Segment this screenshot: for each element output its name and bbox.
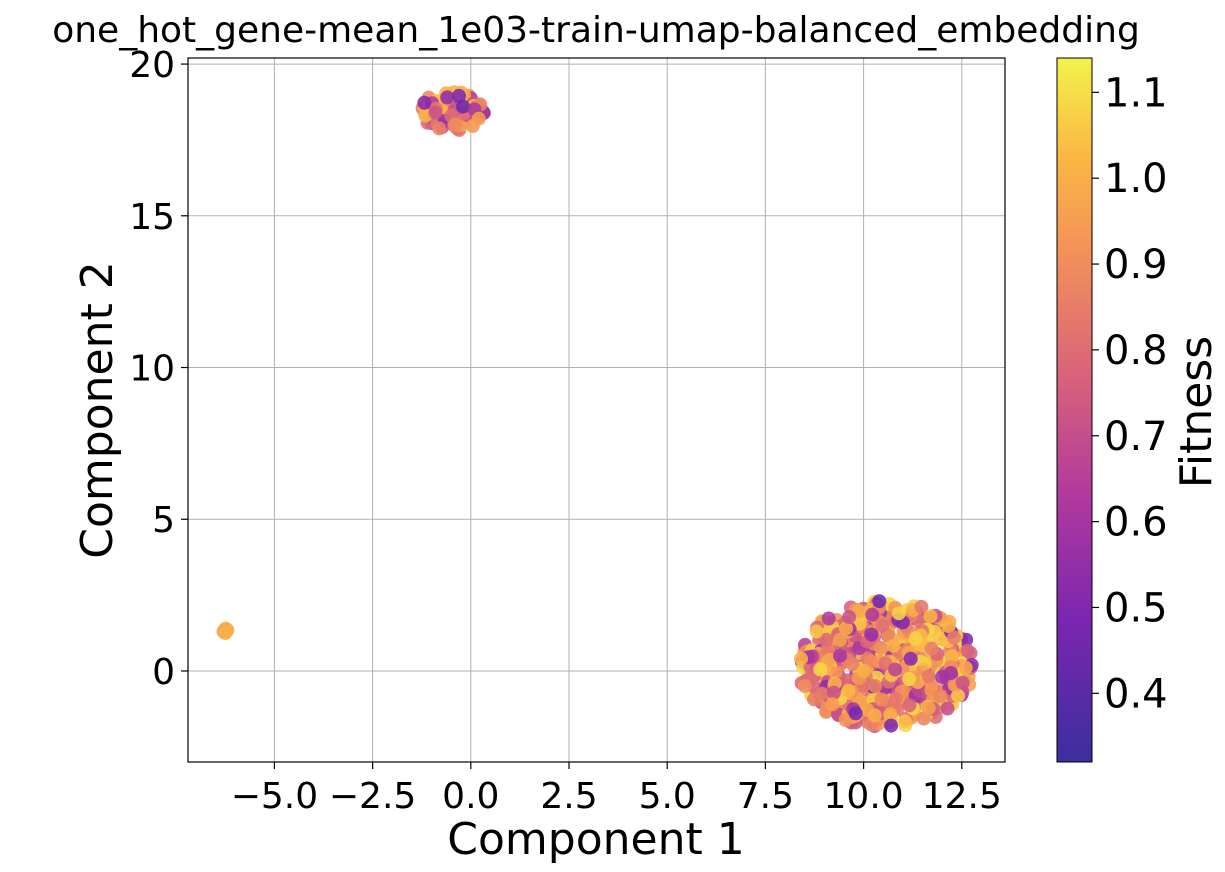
scatter-point [902,672,917,686]
x-tick-label: 7.5 [737,776,794,817]
scatter-point [471,111,486,126]
y-tick-label: 10 [129,349,175,390]
colorbar-tick-label: 0.8 [1104,328,1168,374]
scatter-point [856,664,871,678]
chart-title: one_hot_gene-mean_1e03-train-umap-balanc… [52,10,1140,51]
scatter-point [868,679,883,693]
scatter-point [867,708,882,723]
x-tick-label: −2.5 [329,776,416,817]
scatter-point [432,121,447,136]
scatter-point [839,621,853,636]
scatter-point [826,685,841,700]
scatter-point [872,594,887,609]
x-tick-label: −5.0 [231,776,318,817]
scatter-point [794,651,808,666]
colorbar-tick-label: 0.6 [1104,500,1168,546]
scatter-point [933,689,948,704]
x-axis-ticks: −5.0 −2.5 0.0 2.5 5.0 7.5 10.0 12.5 [231,762,1002,817]
scatter-point [809,624,824,639]
scatter-point [874,692,889,707]
scatter-point [921,701,936,716]
scatter-point [940,701,955,716]
scatter-point [218,626,233,640]
scatter-point [908,631,923,646]
scatter-point [819,632,834,647]
scatter-point [839,673,854,688]
scatter-point [897,714,912,729]
scatter-point [923,609,938,624]
scatter-point [903,651,918,666]
y-tick-label: 15 [129,197,175,238]
y-tick-label: 20 [129,45,175,86]
x-axis-label: Component 1 [447,814,744,865]
y-axis-label: Component 2 [72,261,123,558]
scatter-point [888,662,903,677]
scatter-point [428,105,443,120]
scatter-point [842,610,857,625]
scatter-point [832,632,847,647]
scatter-point [821,611,836,626]
colorbar-label: Fitness [1171,336,1222,488]
scatter-point [902,698,917,713]
x-tick-label: 5.0 [639,776,696,817]
scatter-point [874,640,888,655]
colorbar-tick-label: 0.4 [1104,671,1168,717]
x-tick-label: 10.0 [824,776,904,817]
scatter-point [922,669,936,684]
y-tick-label: 0 [152,652,175,693]
scatter-point [883,707,898,722]
scatter-point [960,643,975,658]
colorbar-tick-label: 0.9 [1104,242,1168,288]
colorbar-tick-label: 0.7 [1104,414,1168,460]
scatter-point [848,706,863,721]
scatter-point [833,648,847,663]
scatter-point [813,662,828,677]
scatter-point [828,666,843,681]
scatter-point [951,688,965,703]
colorbar-tick-label: 1.0 [1104,156,1168,202]
scatter-point [946,630,961,645]
y-axis-ticks: 0 5 10 15 20 [129,45,188,693]
scatter-point [452,88,466,103]
scatter-point [884,718,899,733]
scatter-point [891,606,906,621]
scatter-point [886,638,901,653]
scatter-point [838,713,853,727]
colorbar-tick-label: 1.1 [1104,70,1168,116]
plot-frame [187,57,1006,763]
grid-lines [188,58,1005,762]
scatter-point [841,683,856,698]
x-tick-label: 2.5 [540,776,597,817]
scatter-point [958,660,973,675]
scatter-point [456,99,470,114]
y-tick-label: 5 [152,500,175,541]
x-tick-label: 0.0 [442,776,499,817]
scatter-point [440,90,455,105]
scatter-point [941,619,956,633]
colorbar-tick-label: 0.5 [1104,585,1168,631]
scatter-point [417,95,432,110]
x-tick-label: 12.5 [922,776,1002,817]
scatter-point [935,670,950,684]
scatter-point [865,607,880,622]
scatter-point [916,711,931,726]
scatter-point [924,641,939,656]
scatter-point [863,654,878,669]
scatter-point [797,679,812,694]
scatter-point [825,697,840,712]
scatter-point [875,618,890,633]
scatter-point [448,117,463,132]
points-layer [216,85,979,734]
scatter-point [945,649,959,664]
scatter-point [864,627,879,642]
scatter-point [814,686,829,701]
scatter-point [955,675,970,690]
scatter-point [914,599,929,614]
scatter-point [888,691,903,706]
colorbar [1056,57,1093,763]
colorbar-ticks: 0.4 0.5 0.6 0.7 0.8 0.9 1.0 1.1 [1092,70,1168,717]
